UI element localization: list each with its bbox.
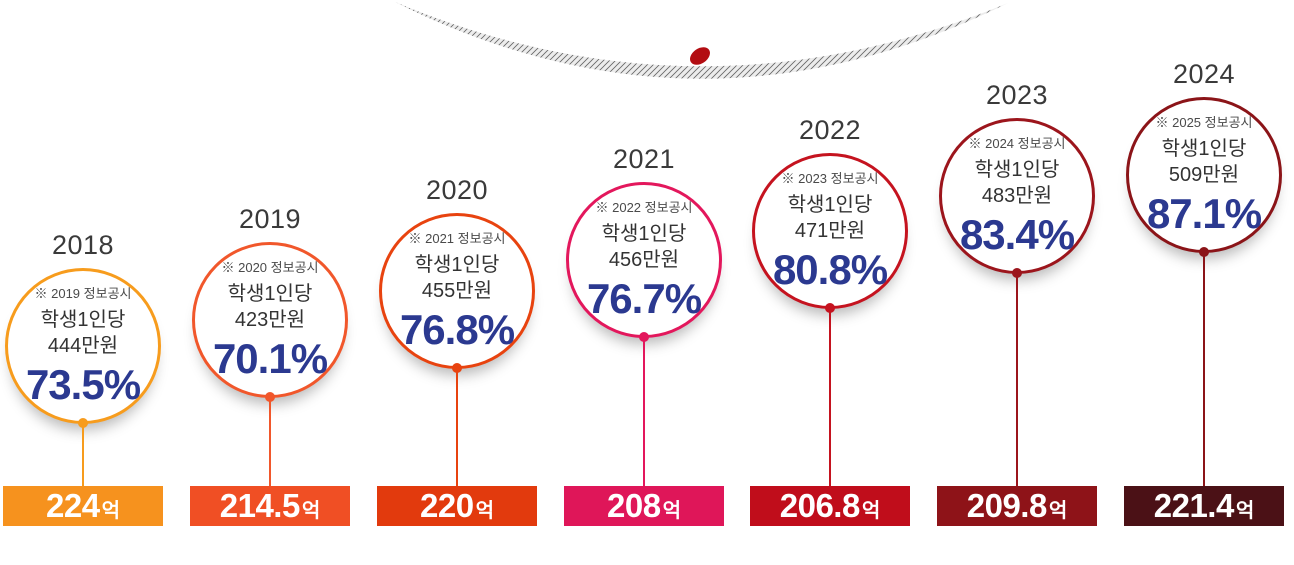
connector-line — [456, 368, 458, 486]
percentage-value: 76.7% — [586, 275, 702, 322]
amount-bar: 206.8 억 — [750, 486, 910, 526]
percentage-value: 83.4% — [959, 211, 1075, 258]
amount-unit: 억 — [475, 500, 494, 522]
per-student-amount: 학생1인당 423만원 — [228, 281, 313, 333]
year-column-2018: 2018 ※ 2019 정보공시 학생1인당 444만원 73.5% 224 억 — [0, 0, 168, 565]
amount-unit: 억 — [861, 500, 881, 522]
stat-circle: ※ 2020 정보공시 학생1인당 423만원 70.1% — [192, 242, 348, 398]
year-column-2024: 2024 ※ 2025 정보공시 학생1인당 509만원 87.1% 221.4… — [1119, 0, 1289, 565]
per-student-line2: 444만원 — [47, 335, 119, 357]
per-student-line2: 455만원 — [421, 280, 493, 302]
percentage-value: 87.1% — [1146, 190, 1262, 237]
per-student-amount: 학생1인당 483만원 — [975, 157, 1060, 209]
year-column-2019: 2019 ※ 2020 정보공시 학생1인당 423만원 70.1% 214.5… — [185, 0, 355, 565]
year-label: 2019 — [238, 204, 302, 234]
connector-line — [643, 337, 645, 486]
connector-line — [82, 423, 84, 486]
per-student-line1: 학생1인당 — [601, 223, 687, 245]
red-dot-icon — [690, 47, 710, 65]
per-student-line1: 학생1인당 — [787, 194, 873, 216]
amount-unit: 억 — [662, 500, 681, 522]
amount-value: 224 — [46, 487, 100, 524]
per-student-line2: 456만원 — [608, 249, 680, 271]
disclosure-note: ※ 2019 정보공시 — [34, 286, 132, 301]
per-student-line2: 471만원 — [794, 220, 866, 242]
year-label: 2024 — [1172, 59, 1236, 89]
percentage-value: 70.1% — [212, 335, 328, 382]
per-student-amount: 학생1인당 456만원 — [602, 221, 687, 273]
amount-value: 208 — [607, 487, 661, 524]
hatched-arc — [395, 2, 1008, 79]
percentage-value: 76.8% — [399, 306, 515, 353]
amount-bar: 214.5 억 — [190, 486, 350, 526]
disclosure-note: ※ 2025 정보공시 — [1155, 115, 1253, 130]
disclosure-note: ※ 2022 정보공시 — [595, 200, 693, 215]
year-column-2023: 2023 ※ 2024 정보공시 학생1인당 483만원 83.4% 209.8… — [932, 0, 1102, 565]
stat-circle: ※ 2024 정보공시 학생1인당 483만원 83.4% — [939, 118, 1095, 274]
per-student-line1: 학생1인당 — [1161, 138, 1247, 160]
amount-unit: 억 — [1235, 500, 1255, 522]
per-student-line2: 483만원 — [981, 185, 1053, 207]
year-label: 2018 — [51, 230, 115, 260]
per-student-amount: 학생1인당 509만원 — [1162, 136, 1247, 188]
amount-bar: 208 억 — [564, 486, 724, 526]
connector-line — [1203, 252, 1205, 486]
per-student-line1: 학생1인당 — [227, 283, 313, 305]
connector-line — [1016, 273, 1018, 486]
per-student-amount: 학생1인당 444만원 — [41, 307, 126, 359]
year-label: 2020 — [425, 175, 489, 205]
amount-bar: 209.8 억 — [937, 486, 1097, 526]
percentage-value: 73.5% — [25, 361, 141, 408]
per-student-line1: 학생1인당 — [414, 254, 500, 276]
amount-unit: 억 — [101, 500, 120, 522]
disclosure-note: ※ 2021 정보공시 — [408, 231, 506, 246]
disclosure-note: ※ 2020 정보공시 — [221, 260, 319, 275]
per-student-line2: 423만원 — [234, 309, 306, 331]
year-label: 2023 — [985, 80, 1049, 110]
year-column-2020: 2020 ※ 2021 정보공시 학생1인당 455만원 76.8% 220 억 — [372, 0, 542, 565]
year-column-2022: 2022 ※ 2023 정보공시 학생1인당 471만원 80.8% 206.8… — [745, 0, 915, 565]
stat-circle: ※ 2019 정보공시 학생1인당 444만원 73.5% — [5, 268, 161, 424]
disclosure-note: ※ 2023 정보공시 — [781, 171, 879, 186]
stat-circle: ※ 2023 정보공시 학생1인당 471만원 80.8% — [752, 153, 908, 309]
amount-value: 206.8 — [779, 487, 861, 524]
amount-value: 221.4 — [1153, 487, 1235, 524]
amount-bar: 224 억 — [3, 486, 163, 526]
stat-circle: ※ 2021 정보공시 학생1인당 455만원 76.8% — [379, 213, 535, 369]
amount-bar: 220 억 — [377, 486, 537, 526]
per-student-amount: 학생1인당 455만원 — [415, 252, 500, 304]
per-student-line1: 학생1인당 — [974, 159, 1060, 181]
percentage-value: 80.8% — [772, 246, 888, 293]
amount-unit: 억 — [301, 500, 321, 522]
per-student-line2: 509만원 — [1168, 164, 1240, 186]
amount-value: 209.8 — [966, 487, 1048, 524]
stat-circle: ※ 2022 정보공시 학생1인당 456만원 76.7% — [566, 182, 722, 338]
year-column-2021: 2021 ※ 2022 정보공시 학생1인당 456만원 76.7% 208 억 — [559, 0, 729, 565]
decorative-arc-graphic — [395, 2, 1008, 79]
year-label: 2021 — [612, 144, 676, 174]
amount-value: 214.5 — [219, 487, 301, 524]
year-label: 2022 — [798, 115, 862, 145]
amount-unit: 억 — [1048, 500, 1068, 522]
disclosure-note: ※ 2024 정보공시 — [968, 136, 1066, 151]
connector-line — [269, 397, 271, 486]
amount-value: 220 — [420, 487, 474, 524]
per-student-amount: 학생1인당 471만원 — [788, 192, 873, 244]
amount-bar: 221.4 억 — [1124, 486, 1284, 526]
connector-line — [829, 308, 831, 486]
stat-circle: ※ 2025 정보공시 학생1인당 509만원 87.1% — [1126, 97, 1282, 253]
per-student-line1: 학생1인당 — [40, 309, 126, 331]
